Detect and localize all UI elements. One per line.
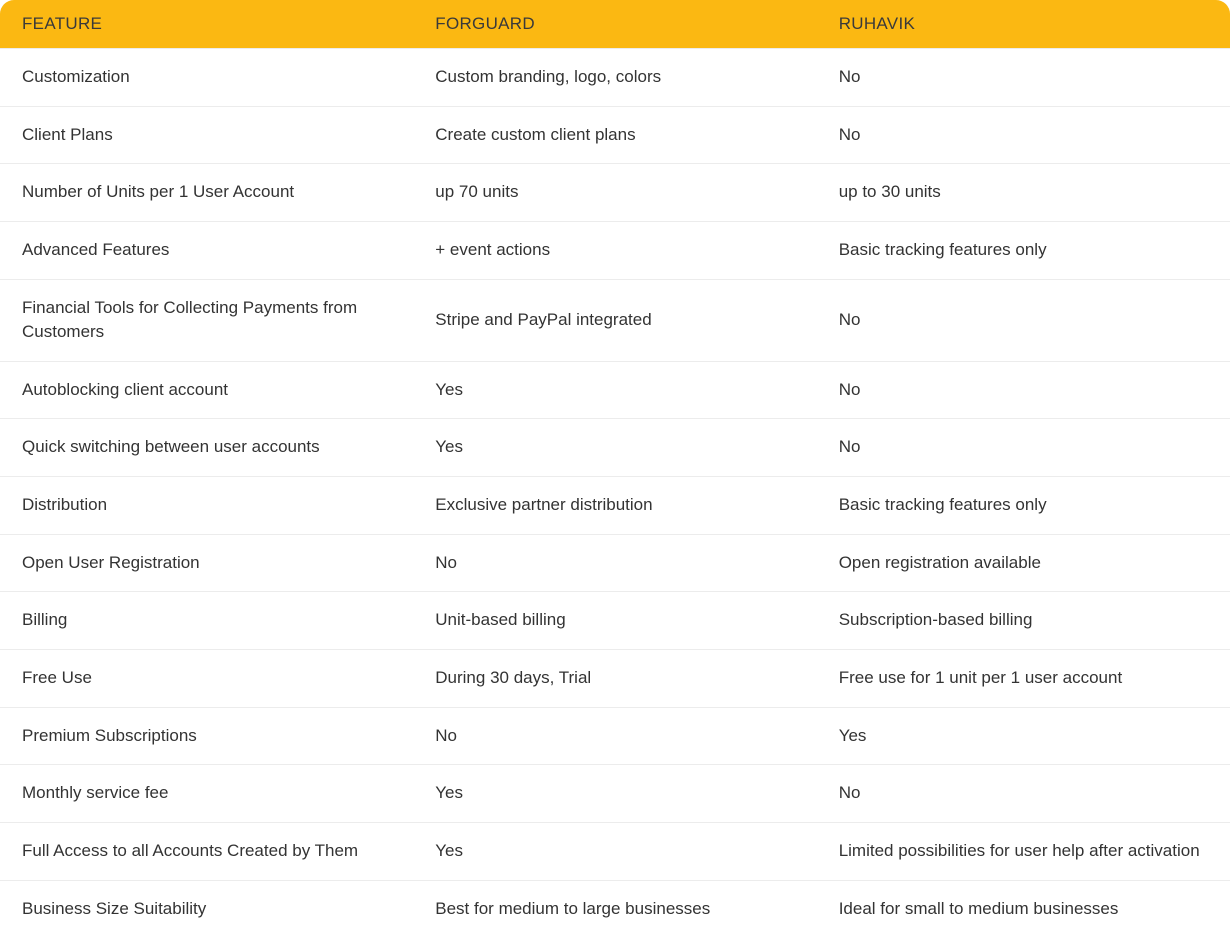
cell-feature: Financial Tools for Collecting Payments … — [0, 279, 413, 361]
table-row: Full Access to all Accounts Created by T… — [0, 822, 1230, 880]
cell-feature: Free Use — [0, 650, 413, 708]
cell-feature: Quick switching between user accounts — [0, 419, 413, 477]
table-row: Financial Tools for Collecting Payments … — [0, 279, 1230, 361]
table-row: Autoblocking client accountYesNo — [0, 361, 1230, 419]
cell-forguard: up 70 units — [413, 164, 816, 222]
comparison-table: FEATURE FORGUARD RUHAVIK CustomizationCu… — [0, 0, 1230, 937]
table-row: Open User RegistrationNoOpen registratio… — [0, 534, 1230, 592]
table-row: Business Size SuitabilityBest for medium… — [0, 880, 1230, 937]
comparison-table-container: FEATURE FORGUARD RUHAVIK CustomizationCu… — [0, 0, 1230, 937]
cell-ruhavik: No — [817, 361, 1230, 419]
cell-ruhavik: No — [817, 106, 1230, 164]
cell-feature: Autoblocking client account — [0, 361, 413, 419]
cell-feature: Number of Units per 1 User Account — [0, 164, 413, 222]
cell-ruhavik: No — [817, 419, 1230, 477]
cell-ruhavik: Open registration available — [817, 534, 1230, 592]
table-header: FEATURE FORGUARD RUHAVIK — [0, 0, 1230, 49]
cell-feature: Advanced Features — [0, 221, 413, 279]
table-row: Premium SubscriptionsNoYes — [0, 707, 1230, 765]
table-row: Number of Units per 1 User Accountup 70 … — [0, 164, 1230, 222]
col-header-feature: FEATURE — [0, 0, 413, 49]
cell-ruhavik: Subscription-based billing — [817, 592, 1230, 650]
table-row: Free UseDuring 30 days, TrialFree use fo… — [0, 650, 1230, 708]
cell-feature: Full Access to all Accounts Created by T… — [0, 822, 413, 880]
cell-forguard: Yes — [413, 822, 816, 880]
cell-forguard: Yes — [413, 765, 816, 823]
cell-feature: Customization — [0, 49, 413, 107]
cell-forguard: Yes — [413, 419, 816, 477]
cell-forguard: Custom branding, logo, colors — [413, 49, 816, 107]
col-header-ruhavik: RUHAVIK — [817, 0, 1230, 49]
cell-forguard: Best for medium to large businesses — [413, 880, 816, 937]
cell-forguard: No — [413, 534, 816, 592]
cell-forguard: Stripe and PayPal integrated — [413, 279, 816, 361]
cell-ruhavik: Free use for 1 unit per 1 user account — [817, 650, 1230, 708]
cell-ruhavik: No — [817, 765, 1230, 823]
table-row: Monthly service feeYesNo — [0, 765, 1230, 823]
cell-feature: Premium Subscriptions — [0, 707, 413, 765]
table-row: Advanced Features+ event actionsBasic tr… — [0, 221, 1230, 279]
cell-feature: Business Size Suitability — [0, 880, 413, 937]
cell-ruhavik: up to 30 units — [817, 164, 1230, 222]
col-header-forguard: FORGUARD — [413, 0, 816, 49]
table-row: CustomizationCustom branding, logo, colo… — [0, 49, 1230, 107]
cell-forguard: Exclusive partner distribution — [413, 477, 816, 535]
cell-forguard: During 30 days, Trial — [413, 650, 816, 708]
cell-ruhavik: Yes — [817, 707, 1230, 765]
cell-feature: Client Plans — [0, 106, 413, 164]
cell-ruhavik: No — [817, 49, 1230, 107]
table-row: Quick switching between user accountsYes… — [0, 419, 1230, 477]
table-row: DistributionExclusive partner distributi… — [0, 477, 1230, 535]
cell-forguard: Create custom client plans — [413, 106, 816, 164]
cell-ruhavik: Limited possibilities for user help afte… — [817, 822, 1230, 880]
cell-forguard: Yes — [413, 361, 816, 419]
cell-feature: Distribution — [0, 477, 413, 535]
cell-forguard: No — [413, 707, 816, 765]
cell-ruhavik: Basic tracking features only — [817, 477, 1230, 535]
cell-forguard: + event actions — [413, 221, 816, 279]
table-row: Client PlansCreate custom client plansNo — [0, 106, 1230, 164]
cell-feature: Billing — [0, 592, 413, 650]
cell-ruhavik: Basic tracking features only — [817, 221, 1230, 279]
cell-forguard: Unit-based billing — [413, 592, 816, 650]
table-row: BillingUnit-based billingSubscription-ba… — [0, 592, 1230, 650]
table-body: CustomizationCustom branding, logo, colo… — [0, 49, 1230, 937]
cell-feature: Open User Registration — [0, 534, 413, 592]
cell-ruhavik: No — [817, 279, 1230, 361]
cell-ruhavik: Ideal for small to medium businesses — [817, 880, 1230, 937]
cell-feature: Monthly service fee — [0, 765, 413, 823]
